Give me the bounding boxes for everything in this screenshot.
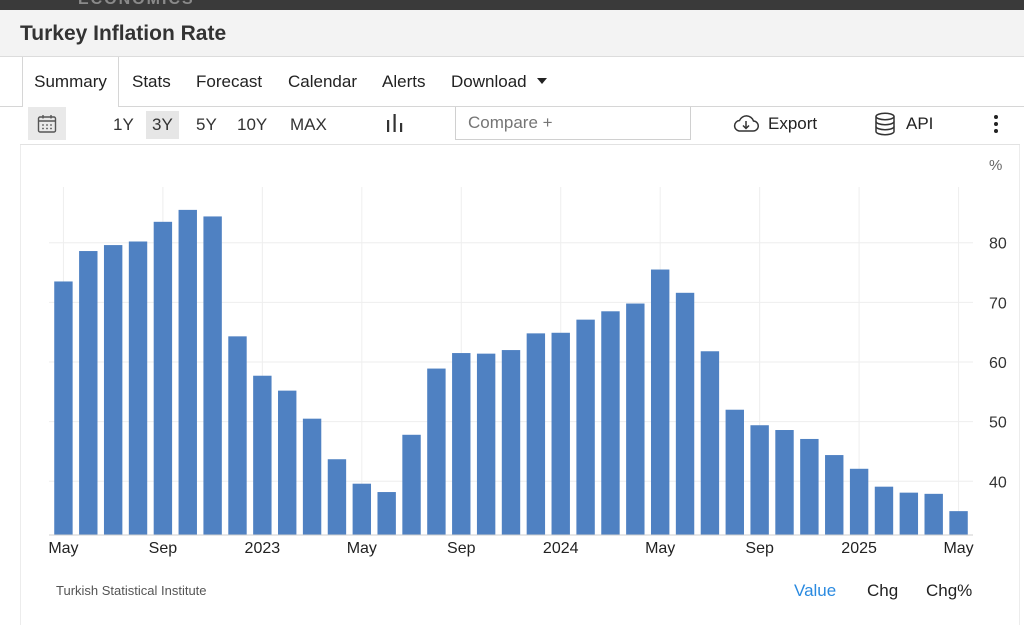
- bar[interactable]: [576, 319, 595, 535]
- bar[interactable]: [79, 251, 98, 535]
- api-label: API: [906, 114, 934, 133]
- bar[interactable]: [278, 390, 297, 535]
- bar[interactable]: [54, 281, 73, 535]
- bar-chart-icon: [387, 114, 403, 132]
- bar[interactable]: [452, 353, 471, 535]
- vertical-dots-icon: [994, 115, 998, 133]
- x-tick-label: 2025: [841, 540, 877, 557]
- bar[interactable]: [626, 303, 645, 535]
- range-1y[interactable]: 1Y: [113, 115, 134, 134]
- y-tick-label: 40: [989, 474, 1007, 491]
- bar[interactable]: [800, 438, 819, 535]
- inflation-bar-chart: 40 50 60 70 80 May Sep 2023 May Sep 2024 May Sep 2025…: [48, 187, 1007, 557]
- x-tick-label: Sep: [745, 540, 774, 557]
- export-button[interactable]: Export: [732, 111, 817, 137]
- chart-area: % 40 50 60 70 80 May Sep 2023 May Sep 2024 May Sep 20…: [20, 145, 1020, 625]
- x-tick-label: 2023: [245, 540, 281, 557]
- tab-alerts[interactable]: Alerts: [382, 72, 426, 91]
- bar[interactable]: [849, 468, 869, 535]
- range-5y[interactable]: 5Y: [196, 115, 217, 134]
- x-tick-label: May: [347, 540, 377, 557]
- bar[interactable]: [253, 375, 272, 535]
- y-tick-label: 60: [989, 355, 1007, 372]
- value-toggle[interactable]: Value: [794, 581, 837, 600]
- brand-fragment: ECONOMICS: [78, 0, 195, 9]
- bar[interactable]: [601, 311, 620, 535]
- tab-download-label: Download: [451, 72, 527, 91]
- chg-percent-toggle[interactable]: Chg%: [926, 581, 973, 600]
- chart-toolbar: 1Y 3Y 5Y 10Y MAX Export API: [20, 107, 1020, 145]
- source-label: Turkish Statistical Institute: [56, 583, 207, 598]
- bar[interactable]: [302, 418, 322, 535]
- x-tick-label: May: [645, 540, 675, 557]
- tab-stats[interactable]: Stats: [132, 72, 171, 91]
- range-10y[interactable]: 10Y: [237, 115, 268, 134]
- tab-download[interactable]: Download: [451, 57, 547, 107]
- compare-input[interactable]: [455, 107, 691, 140]
- x-tick-label: Sep: [149, 540, 178, 557]
- bar[interactable]: [526, 333, 546, 535]
- more-options-button[interactable]: [990, 112, 1002, 136]
- cloud-download-icon: [733, 115, 759, 132]
- tab-bar-bottom-line: [118, 106, 1024, 107]
- bar[interactable]: [128, 241, 148, 535]
- caret-down-icon: [536, 77, 547, 84]
- bar[interactable]: [551, 332, 570, 535]
- bar[interactable]: [501, 350, 521, 535]
- y-tick-label: 70: [989, 295, 1007, 312]
- bar[interactable]: [427, 368, 446, 535]
- x-tick-label: May: [943, 540, 973, 557]
- tab-calendar[interactable]: Calendar: [288, 72, 357, 91]
- x-tick-label: 2024: [543, 540, 579, 557]
- tab-bar-left-line: [0, 57, 22, 107]
- bar[interactable]: [178, 209, 197, 535]
- chart-type-button[interactable]: [385, 112, 405, 139]
- bar[interactable]: [949, 511, 968, 535]
- tab-bar: Summary Stats Forecast Calendar Alerts D…: [0, 57, 1024, 107]
- bar[interactable]: [476, 353, 496, 535]
- title-bar: Turkey Inflation Rate: [0, 10, 1024, 57]
- api-button[interactable]: API: [874, 110, 933, 138]
- tab-forecast[interactable]: Forecast: [196, 72, 263, 91]
- range-max[interactable]: MAX: [290, 115, 327, 134]
- top-brand-bar: ECONOMICS: [0, 0, 1024, 10]
- bar[interactable]: [924, 493, 943, 535]
- bar[interactable]: [228, 336, 247, 535]
- x-tick-label: Sep: [447, 540, 476, 557]
- calendar-icon: [37, 114, 57, 133]
- bar[interactable]: [700, 351, 720, 535]
- bar[interactable]: [327, 459, 347, 535]
- bar[interactable]: [103, 245, 123, 535]
- x-tick-label: May: [48, 540, 78, 557]
- chg-toggle[interactable]: Chg: [867, 581, 899, 600]
- bar[interactable]: [825, 455, 844, 535]
- bar[interactable]: [874, 486, 894, 535]
- page-title: Turkey Inflation Rate: [20, 22, 227, 45]
- date-range-button[interactable]: [28, 107, 66, 140]
- bar[interactable]: [899, 492, 919, 535]
- bar[interactable]: [402, 434, 421, 535]
- bar[interactable]: [750, 425, 769, 535]
- y-tick-label: 80: [989, 236, 1007, 253]
- bar[interactable]: [153, 221, 173, 535]
- bar[interactable]: [675, 292, 695, 535]
- bar[interactable]: [377, 492, 396, 535]
- range-3y[interactable]: 3Y: [146, 111, 179, 139]
- bar[interactable]: [650, 269, 670, 535]
- bar[interactable]: [725, 409, 744, 535]
- bar[interactable]: [203, 216, 222, 535]
- database-icon: [875, 112, 895, 136]
- export-label: Export: [768, 114, 818, 133]
- y-axis-unit: %: [989, 157, 1003, 174]
- bar[interactable]: [352, 483, 372, 535]
- bar[interactable]: [775, 430, 794, 535]
- tab-summary[interactable]: Summary: [22, 57, 119, 107]
- y-tick-label: 50: [989, 415, 1007, 432]
